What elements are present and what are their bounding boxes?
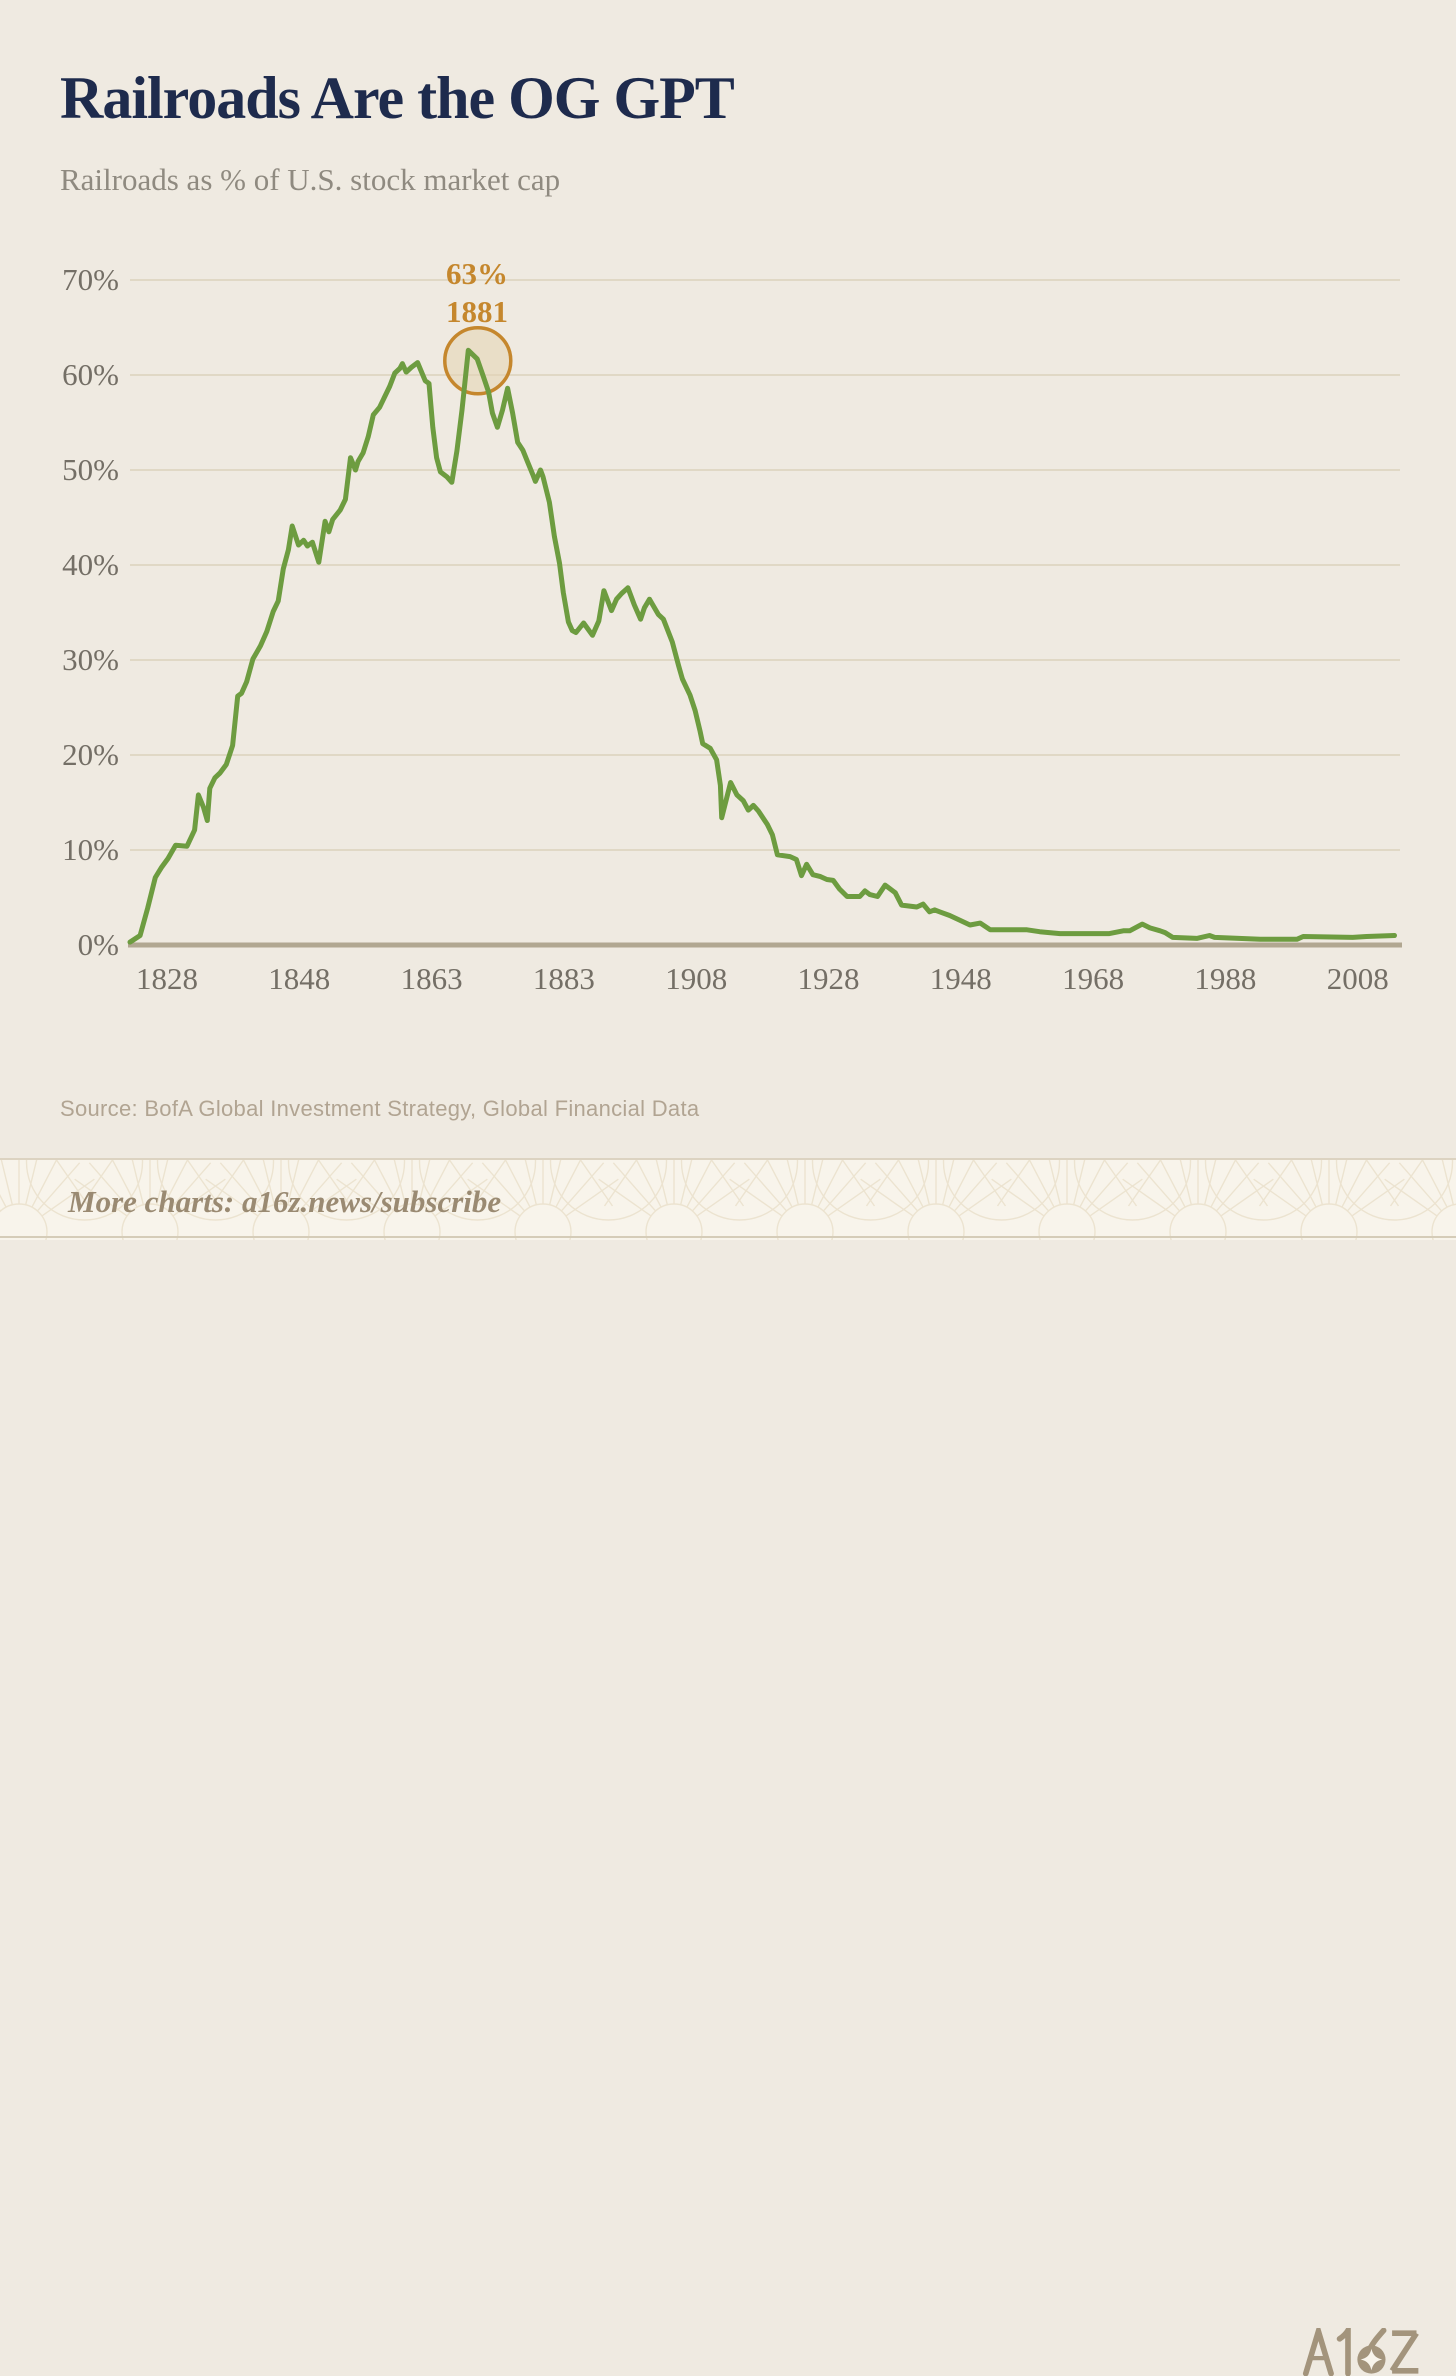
- x-axis-tick-label: 1908: [665, 961, 727, 996]
- y-axis-tick-label: 10%: [62, 832, 119, 867]
- a16z-logo: [1302, 2328, 1419, 2376]
- y-axis-tick-label: 0%: [78, 927, 119, 962]
- y-axis-tick-label: 40%: [62, 547, 119, 582]
- chart-card: { "header": { "title": "Railroads Are th…: [0, 65, 1456, 2376]
- logo-letter-1: [1336, 2328, 1351, 2376]
- x-axis-tick-label: 1883: [533, 961, 595, 996]
- subscribe-link[interactable]: More charts: a16z.news/subscribe: [68, 1184, 502, 1219]
- x-axis-tick-label: 1848: [268, 961, 330, 996]
- x-axis-tick-label: 1928: [798, 961, 860, 996]
- page-subtitle: Railroads as % of U.S. stock market cap: [60, 162, 561, 197]
- x-axis-tick-label: 1988: [1194, 961, 1256, 996]
- art-deco-pattern: [0, 1160, 1456, 1240]
- x-axis-tick-label: 1948: [930, 961, 992, 996]
- logo-letter-a: [1302, 2328, 1334, 2376]
- peak-year-label: 1881: [446, 294, 508, 329]
- logo-letter-z: [1389, 2330, 1419, 2374]
- x-axis-tick-label: 1828: [136, 961, 198, 996]
- footer-band: More charts: a16z.news/subscribe: [0, 1158, 1456, 2376]
- y-axis-tick-label: 60%: [62, 357, 119, 392]
- x-axis-tick-label: 2008: [1327, 961, 1389, 996]
- peak-value-label: 63%: [446, 256, 508, 291]
- bottom-rule: [0, 1236, 1456, 1238]
- y-axis-tick-label: 20%: [62, 737, 119, 772]
- y-axis-tick-label: 50%: [62, 452, 119, 487]
- x-axis-tick-label: 1968: [1062, 961, 1124, 996]
- y-axis-tick-label: 30%: [62, 642, 119, 677]
- x-axis-tick-label: 1863: [401, 961, 463, 996]
- source-attribution: Source: BofA Global Investment Strategy,…: [60, 1096, 700, 1121]
- y-axis-tick-label: 70%: [62, 262, 119, 297]
- art-deco-pattern-lines: [0, 1160, 1456, 1240]
- page-title: Railroads Are the OG GPT: [60, 65, 735, 131]
- railroads-series-line: [127, 347, 1397, 945]
- railroads-share-chart: 0% 10% 20% 30% 40% 50% 60% 70% 1828 1848 1863 1883 1…: [62, 262, 1402, 996]
